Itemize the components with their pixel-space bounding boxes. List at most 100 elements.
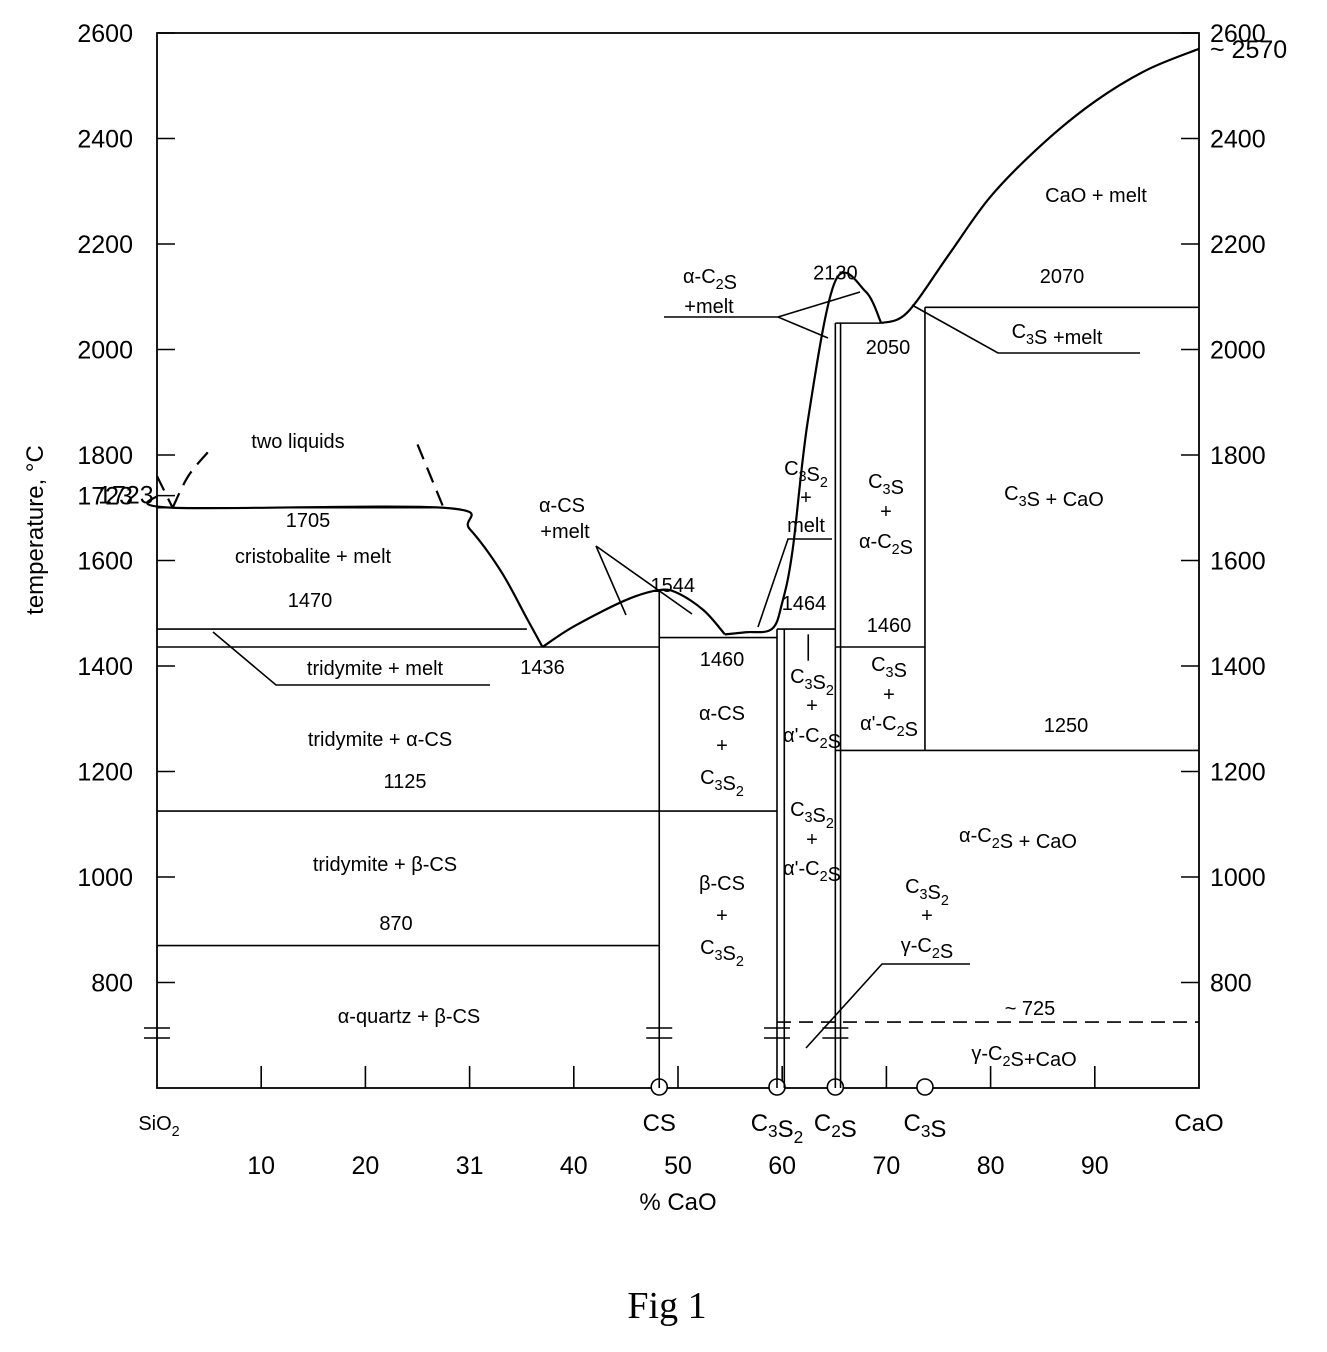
y-tick-label-right: 2600 bbox=[1210, 20, 1266, 48]
region-label: γ-C2S+CaO bbox=[971, 1043, 1076, 1071]
isotherm-label: 1460 bbox=[867, 615, 912, 637]
y-tick-label-right: 1400 bbox=[1210, 653, 1266, 681]
region-label: α-CS bbox=[699, 703, 745, 725]
isotherm-label: 2050 bbox=[866, 337, 911, 359]
region-label: melt bbox=[787, 515, 825, 537]
isotherm-label: 1705 bbox=[286, 510, 331, 532]
region-label: α-CS bbox=[539, 495, 585, 517]
x-tick-label: 10 bbox=[247, 1152, 275, 1180]
x-tick-label: 70 bbox=[872, 1152, 900, 1180]
x-axis-title: % CaO bbox=[639, 1189, 716, 1216]
region-label: α-C2S bbox=[683, 266, 737, 294]
region-label: α'-C2S bbox=[783, 725, 841, 753]
point-label: 1544 bbox=[651, 575, 696, 597]
point-label: 2130 bbox=[813, 262, 858, 284]
y-tick-label-right: 2000 bbox=[1210, 337, 1266, 365]
region-label: C3S +melt bbox=[1012, 321, 1103, 349]
region-label: C3S2 bbox=[905, 876, 949, 909]
y-tick-label-right: 1200 bbox=[1210, 759, 1266, 787]
x-tick-label: 20 bbox=[351, 1152, 379, 1180]
y-tick-label-right: 1600 bbox=[1210, 548, 1266, 576]
leader-lines bbox=[212, 291, 1140, 1049]
y-tick-label-right: ~ 2570 bbox=[1210, 36, 1287, 64]
y-tick-label-left: 2000 bbox=[77, 337, 133, 365]
phase-boundaries bbox=[146, 47, 1200, 1088]
region-label: C3S bbox=[871, 654, 907, 682]
y-tick-label-right: 1800 bbox=[1210, 442, 1266, 470]
region-label: α-C2S bbox=[859, 531, 913, 559]
isotherm-label: 1125 bbox=[383, 771, 426, 793]
y-tick-label-right: 2200 bbox=[1210, 231, 1266, 259]
y-tick-label-left: 1600 bbox=[77, 548, 133, 576]
region-label: α'-C2S bbox=[783, 858, 841, 886]
point-label: 1723 bbox=[98, 482, 154, 510]
region-label: C3S2 bbox=[790, 799, 834, 832]
miscibility-gap bbox=[416, 444, 445, 509]
axis-ticks: 2600 2400 2200 2000 1800 1723 1600 1400 1200 1000… bbox=[77, 20, 1287, 1180]
region-label: +melt bbox=[540, 521, 590, 543]
leader-line bbox=[595, 545, 627, 616]
figure-caption: Fig 1 bbox=[627, 1285, 706, 1327]
y-tick-label-left: 2600 bbox=[77, 20, 133, 48]
c3s-liquidus bbox=[880, 47, 1200, 325]
x-tick-label: 50 bbox=[664, 1152, 692, 1180]
x-tick-label: 40 bbox=[560, 1152, 588, 1180]
point-label: 1436 bbox=[520, 657, 565, 679]
region-label: cristobalite + melt bbox=[235, 546, 392, 568]
compound-label: CS bbox=[643, 1110, 676, 1137]
x-tick-label: 60 bbox=[768, 1152, 796, 1180]
isotherm-label: 1460 bbox=[700, 649, 745, 671]
region-label: C3S2 bbox=[790, 666, 834, 699]
region-label: + bbox=[800, 487, 812, 509]
x-tick-label: 80 bbox=[977, 1152, 1005, 1180]
y-tick-label-left: 2200 bbox=[77, 231, 133, 259]
region-label: + bbox=[921, 905, 933, 927]
region-label: + bbox=[716, 905, 728, 927]
x-tick-label: 31 bbox=[456, 1152, 484, 1180]
y-tick-label-left: 1723 bbox=[77, 483, 133, 511]
region-label: tridymite + β-CS bbox=[313, 854, 457, 876]
leader-line bbox=[212, 631, 490, 686]
miscibility-gap bbox=[171, 450, 210, 509]
region-label: β-CS bbox=[699, 873, 745, 895]
region-label: + bbox=[880, 501, 892, 523]
compound-label: C2S bbox=[814, 1110, 857, 1143]
isotherm-label: ~ 725 bbox=[1005, 998, 1056, 1020]
y-tick-label-left: 1400 bbox=[77, 653, 133, 681]
region-label: γ-C2S bbox=[901, 935, 953, 963]
y-tick-label-left: 800 bbox=[91, 970, 133, 998]
region-label: α-C2S + CaO bbox=[959, 825, 1077, 853]
region-label: tridymite + melt bbox=[307, 658, 444, 680]
region-label: C3S2 bbox=[784, 458, 828, 491]
region-label: + bbox=[716, 735, 728, 757]
region-labels: 1723 1544 1436 2130 1705 1470 1125 870 1460 1464 1… bbox=[98, 185, 1147, 1071]
isotherm-label: 870 bbox=[379, 913, 412, 935]
compound-label: C3S bbox=[903, 1110, 946, 1143]
region-label: tridymite + α-CS bbox=[308, 729, 452, 751]
region-label: + bbox=[883, 684, 895, 706]
region-label: + bbox=[806, 695, 818, 717]
region-label: α'-C2S bbox=[860, 713, 918, 741]
x-tick-label: 90 bbox=[1081, 1152, 1109, 1180]
region-label: CaO + melt bbox=[1045, 185, 1147, 207]
miscibility-gap bbox=[156, 475, 174, 509]
isotherm-label: 2070 bbox=[1040, 266, 1085, 288]
region-label: C3S2 bbox=[700, 767, 744, 800]
region-label: C3S + CaO bbox=[1004, 483, 1104, 511]
compound-marker bbox=[916, 1078, 934, 1096]
y-tick-label-left: 1000 bbox=[77, 864, 133, 892]
region-label: +melt bbox=[684, 296, 734, 318]
isotherm-label: 1250 bbox=[1044, 715, 1089, 737]
isotherm-label: 1464 bbox=[782, 593, 827, 615]
region-label: C3S2 bbox=[700, 937, 744, 970]
leader-line bbox=[911, 304, 1140, 354]
y-tick-label-left: 1800 bbox=[77, 442, 133, 470]
y-tick-label-right: 1000 bbox=[1210, 864, 1266, 892]
cs-liquidus bbox=[541, 588, 726, 648]
c3s2-liquidus bbox=[724, 271, 883, 636]
region-label: C3S bbox=[868, 471, 904, 499]
y-tick-label-right: 800 bbox=[1210, 970, 1252, 998]
region-label: + bbox=[806, 829, 818, 851]
y-axis-title: temperature, °C bbox=[22, 445, 49, 615]
